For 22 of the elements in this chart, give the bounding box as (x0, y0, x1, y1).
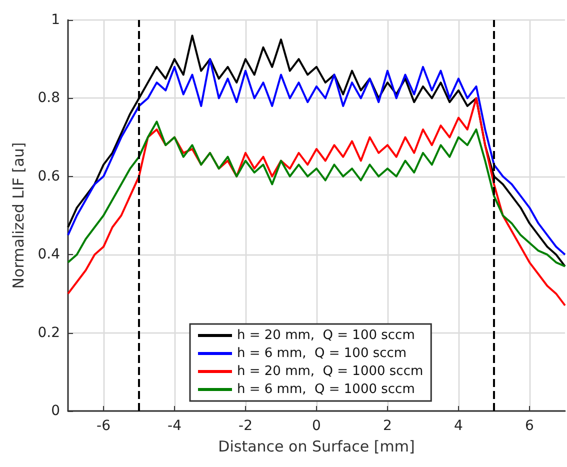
x-tick-label: 2 (383, 418, 392, 434)
legend-label: h = 6 mm, Q = 1000 sccm (237, 382, 415, 397)
line-series (67, 120, 566, 268)
y-axis-title: Normalized LIF [au] (10, 142, 28, 289)
x-tick-label: -6 (96, 418, 111, 434)
y-tick-label: 0 (51, 403, 60, 419)
legend-label: h = 20 mm, Q = 100 sccm (237, 328, 415, 343)
x-tick-label: 4 (454, 418, 464, 434)
y-tick-label: 1 (51, 12, 60, 28)
line-series (67, 58, 566, 256)
y-tick-label: 0.8 (38, 90, 60, 106)
x-tick-label: -2 (238, 418, 252, 434)
y-tick-label: 0.2 (38, 324, 60, 341)
legend-label: h = 6 mm, Q = 100 sccm (237, 346, 407, 361)
x-tick-label: 6 (525, 418, 534, 434)
x-tick-label: 0 (312, 418, 321, 434)
x-axis-title: Distance on Surface [mm] (218, 438, 415, 456)
line-series (67, 97, 566, 306)
legend-label: h = 20 mm, Q = 1000 sccm (237, 364, 424, 379)
y-tick-label: 0.4 (38, 246, 60, 263)
y-tick-label: 0.6 (38, 168, 60, 184)
x-tick-label: -4 (168, 418, 182, 434)
